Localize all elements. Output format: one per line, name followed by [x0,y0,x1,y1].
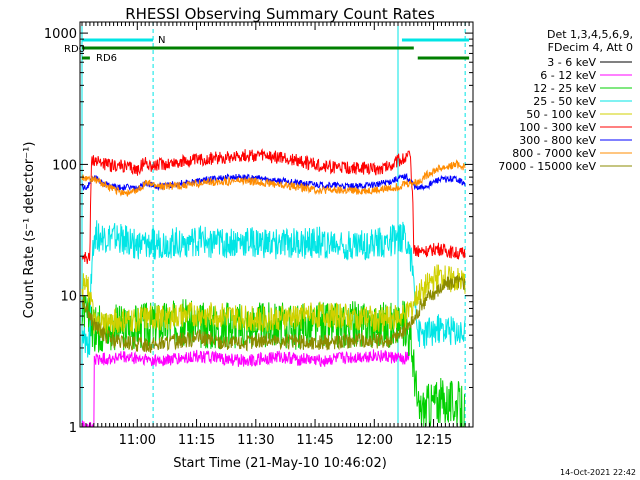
series-line-100-300-kev [82,148,466,265]
x-tick-label: 12:00 [356,433,393,448]
y-axis-label: Count Rate (s⁻¹ detector⁻¹) [22,142,37,319]
legend-header-line: Det 1,3,4,5,6,9, [547,28,633,41]
chart-title: RHESSI Observing Summary Count Rates [125,5,435,23]
legend-entry-label: 300 - 800 keV [519,134,596,147]
legend-entry-label: 100 - 300 keV [519,121,596,134]
legend: Det 1,3,4,5,6,9,FDecim 4, Att 0 3 - 6 keV… [498,28,633,173]
legend-header-line: FDecim 4, Att 0 [548,41,633,54]
legend-entry-label: 50 - 100 keV [526,108,596,121]
series-line-50-100-kev [81,264,466,336]
y-tick-label: 1000 [44,27,77,42]
series-line-25-50-kev [81,220,466,358]
legend-entry-label: 800 - 7000 keV [512,147,596,160]
x-axis-label: Start Time (21-May-10 10:46:02) [173,456,387,471]
x-tick-label: 11:15 [178,433,215,448]
series-line-6-12-kev [81,349,410,427]
flag-label-n: N [158,35,165,46]
legend-entry-label: 12 - 25 keV [533,82,596,95]
legend-entry-label: 3 - 6 keV [547,56,596,69]
plot-frame [79,21,474,428]
x-axis: 11:00 11:15 11:30 11:45 12:00 12:15 [81,22,470,448]
flag-label-rd6: RD6 [96,53,117,64]
y-axis: 1 10 100 1000 [44,27,473,436]
series-line-800-7000-kev [81,159,466,197]
x-tick-label: 11:45 [296,433,333,448]
legend-entry-label: 7000 - 15000 keV [498,160,596,173]
y-tick-label: 10 [60,290,77,305]
legend-entry-label: 6 - 12 keV [540,69,596,82]
series-line-7000-15000-kev [81,275,466,354]
legend-entry-label: 25 - 50 keV [533,95,596,108]
x-tick-label: 11:00 [119,433,156,448]
x-tick-label: 11:30 [237,433,274,448]
y-tick-label: 1 [69,421,77,436]
y-tick-label: 100 [52,158,77,173]
x-tick-label: 12:15 [415,433,452,448]
flag-label-rd0: RD0 [64,44,85,55]
footer-timestamp: 14-Oct-2021 22:42 [560,468,636,477]
